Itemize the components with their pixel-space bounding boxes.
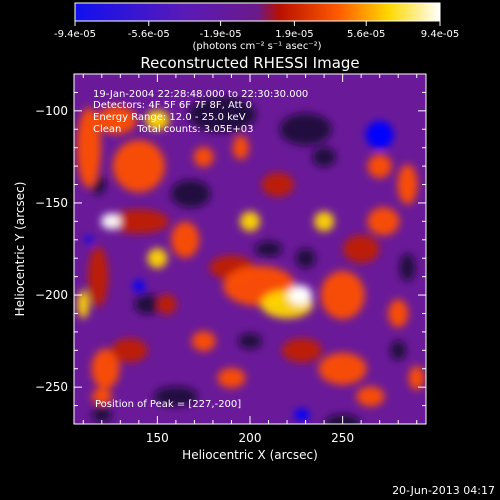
annotation-time-range: 19-Jan-2004 22:28:48.000 to 22:30:30.000 xyxy=(93,89,308,100)
y-tick-label: −200 xyxy=(35,288,68,302)
colorbar-units-label: (photons cm⁻² s⁻¹ asec⁻²) xyxy=(192,41,321,52)
colorbar-tick-label: 9.4e-05 xyxy=(421,29,459,40)
annotation-energy-range: Energy Range: 12.0 - 25.0 keV xyxy=(93,112,246,123)
annotation-detectors: Detectors: 4F 5F 6F 7F 8F, Att 0 xyxy=(93,100,252,111)
colorbar-ticks: -9.4e-05 -5.6e-05 -1.9e-05 1.9e-05 5.6e-05 9.… xyxy=(54,21,459,40)
y-tick-label: −150 xyxy=(35,196,68,210)
footer-timestamp: 20-Jun-2013 04:17 xyxy=(392,484,495,497)
y-tick-label: −100 xyxy=(35,104,68,118)
peak-position-label: Position of Peak = [227,-200] xyxy=(95,399,241,410)
y-tick-label: −250 xyxy=(35,380,68,394)
colorbar-tick-label: -1.9e-05 xyxy=(200,29,242,40)
x-axis-label: Heliocentric X (arcsec) xyxy=(182,448,318,462)
x-tick-label: 150 xyxy=(146,431,169,445)
annotation-clean-counts: Clean Total counts: 3.05E+03 xyxy=(93,124,253,135)
y-axis-label: Heliocentric Y (arcsec) xyxy=(13,182,27,317)
colorbar-gradient xyxy=(74,2,441,22)
colorbar-tick-label: 1.9e-05 xyxy=(275,29,313,40)
heatmap-image xyxy=(74,74,426,424)
x-tick-label: 250 xyxy=(331,431,354,445)
colorbar-tick-label: 5.6e-05 xyxy=(347,29,385,40)
x-tick-label: 200 xyxy=(239,431,262,445)
chart-title: Reconstructed RHESSI Image xyxy=(140,54,359,72)
colorbar-tick-label: -9.4e-05 xyxy=(54,29,96,40)
colorbar-tick-label: -5.6e-05 xyxy=(128,29,170,40)
